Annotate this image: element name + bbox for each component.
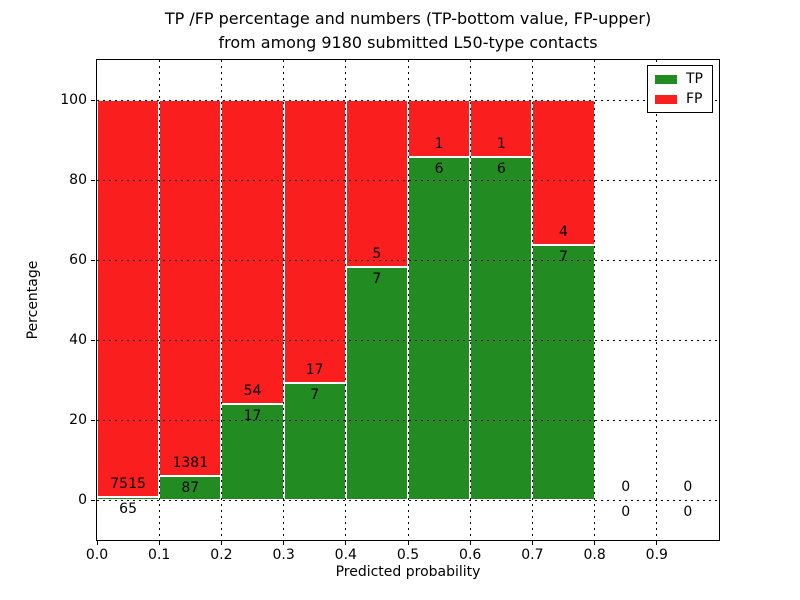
x-gridline: [469, 60, 471, 540]
x-gridline: [656, 60, 658, 540]
y-axis-label: Percentage: [25, 260, 41, 340]
fp-bar-segment: [159, 100, 222, 477]
fp-bar-segment: [283, 100, 346, 384]
legend: TP FP: [647, 65, 713, 113]
chart-title: TP /FP percentage and numbers (TP-bottom…: [96, 7, 720, 55]
y-gridline: [97, 419, 719, 421]
tp-legend-swatch: [655, 74, 677, 84]
x-tick-label: 0.0: [85, 547, 109, 563]
x-gridline: [594, 60, 596, 540]
fp-legend-swatch: [655, 94, 677, 104]
x-gridline: [283, 60, 285, 540]
tp-bar-segment: [283, 383, 346, 500]
x-tick-mark: [407, 541, 409, 545]
legend-item-fp: FP: [655, 91, 703, 107]
x-tick-mark: [656, 541, 658, 545]
fp-count-label: 5: [372, 245, 382, 262]
fp-count-label: 4: [559, 224, 568, 241]
tp-bar-segment: [345, 266, 408, 500]
legend-label-fp: FP: [686, 91, 703, 107]
tp-count-label: 0: [683, 504, 693, 520]
chart-title-line1: TP /FP percentage and numbers (TP-bottom…: [164, 9, 652, 28]
x-tick-label: 0.2: [210, 547, 233, 563]
tp-count-label: 7: [372, 270, 382, 287]
y-tick-mark: [91, 419, 95, 421]
x-gridline: [531, 60, 533, 540]
x-tick-mark: [158, 541, 160, 545]
fp-count-label: 17: [305, 362, 324, 379]
y-tick-label: 60: [69, 252, 87, 268]
y-tick-label: 20: [69, 412, 87, 428]
fp-bar-segment: [221, 100, 284, 405]
y-gridline: [97, 499, 719, 501]
x-tick-label: 0.4: [334, 547, 357, 563]
y-tick-label: 100: [60, 92, 87, 108]
x-axis-label: Predicted probability: [335, 564, 481, 580]
x-tick-label: 0.5: [396, 547, 420, 563]
legend-item-tp: TP: [655, 71, 703, 87]
y-gridline: [97, 339, 719, 341]
x-tick-mark: [96, 541, 98, 545]
tp-bar-segment: [97, 496, 160, 500]
x-tick-mark: [345, 541, 347, 545]
y-gridline: [97, 259, 719, 261]
x-tick-label: 0.9: [645, 547, 668, 563]
y-tick-label: 80: [69, 172, 87, 188]
x-gridline: [220, 60, 222, 540]
fp-bar-segment: [345, 100, 408, 267]
legend-label-tp: TP: [686, 71, 703, 87]
x-gridline: [345, 60, 347, 540]
y-tick-mark: [91, 499, 95, 501]
fp-count-label: 1381: [172, 455, 209, 472]
y-tick-mark: [91, 99, 95, 101]
x-tick-label: 0.3: [272, 547, 295, 563]
tp-count-label: 17: [243, 408, 262, 425]
x-tick-mark: [594, 541, 596, 545]
fp-bar-segment: [470, 100, 533, 158]
y-tick-mark: [91, 339, 95, 341]
fp-count-label: 7515: [110, 475, 146, 492]
tp-count-label: 6: [496, 161, 506, 178]
tp-count-label: 65: [119, 500, 138, 517]
x-tick-mark: [469, 541, 471, 545]
tp-count-label: 7: [559, 249, 568, 266]
y-tick-label: 40: [69, 332, 87, 348]
y-tick-label: 0: [78, 492, 87, 508]
fp-count-label: 0: [621, 479, 631, 495]
fp-count-label: 1: [496, 136, 506, 153]
tp-bar-segment: [159, 476, 222, 500]
tp-bar-segment: [532, 245, 595, 500]
tp-count-label: 7: [310, 387, 320, 404]
fp-bar-segment: [97, 100, 160, 497]
tp-count-label: 6: [434, 161, 444, 178]
y-gridline: [97, 99, 719, 101]
fp-count-label: 0: [683, 479, 693, 495]
fp-bar-segment: [532, 100, 595, 246]
tp-bar-segment: [470, 157, 533, 500]
fp-count-label: 54: [243, 383, 262, 400]
tp-bar-segment: [408, 157, 471, 500]
x-tick-label: 0.7: [521, 547, 544, 563]
tp-count-label: 0: [621, 504, 631, 520]
x-tick-label: 0.8: [583, 547, 606, 563]
y-gridline: [97, 179, 719, 181]
y-tick-mark: [91, 259, 95, 261]
fp-count-label: 1: [434, 136, 444, 153]
y-tick-mark: [91, 179, 95, 181]
x-tick-label: 0.1: [148, 547, 171, 563]
chart-title-line2: from among 9180 submitted L50-type conta…: [218, 33, 598, 52]
fp-bar-segment: [408, 100, 471, 158]
x-gridline: [407, 60, 409, 540]
x-tick-mark: [220, 541, 222, 545]
plot-area: TP FP 7515 65 1381 87 54 17 17 7 5 7 1 6 1 6 4 7 0 0 0 0: [96, 59, 720, 541]
x-tick-label: 0.6: [459, 547, 482, 563]
x-tick-mark: [531, 541, 533, 545]
tp-count-label: 87: [181, 480, 200, 497]
x-tick-mark: [283, 541, 285, 545]
x-gridline: [158, 60, 160, 540]
